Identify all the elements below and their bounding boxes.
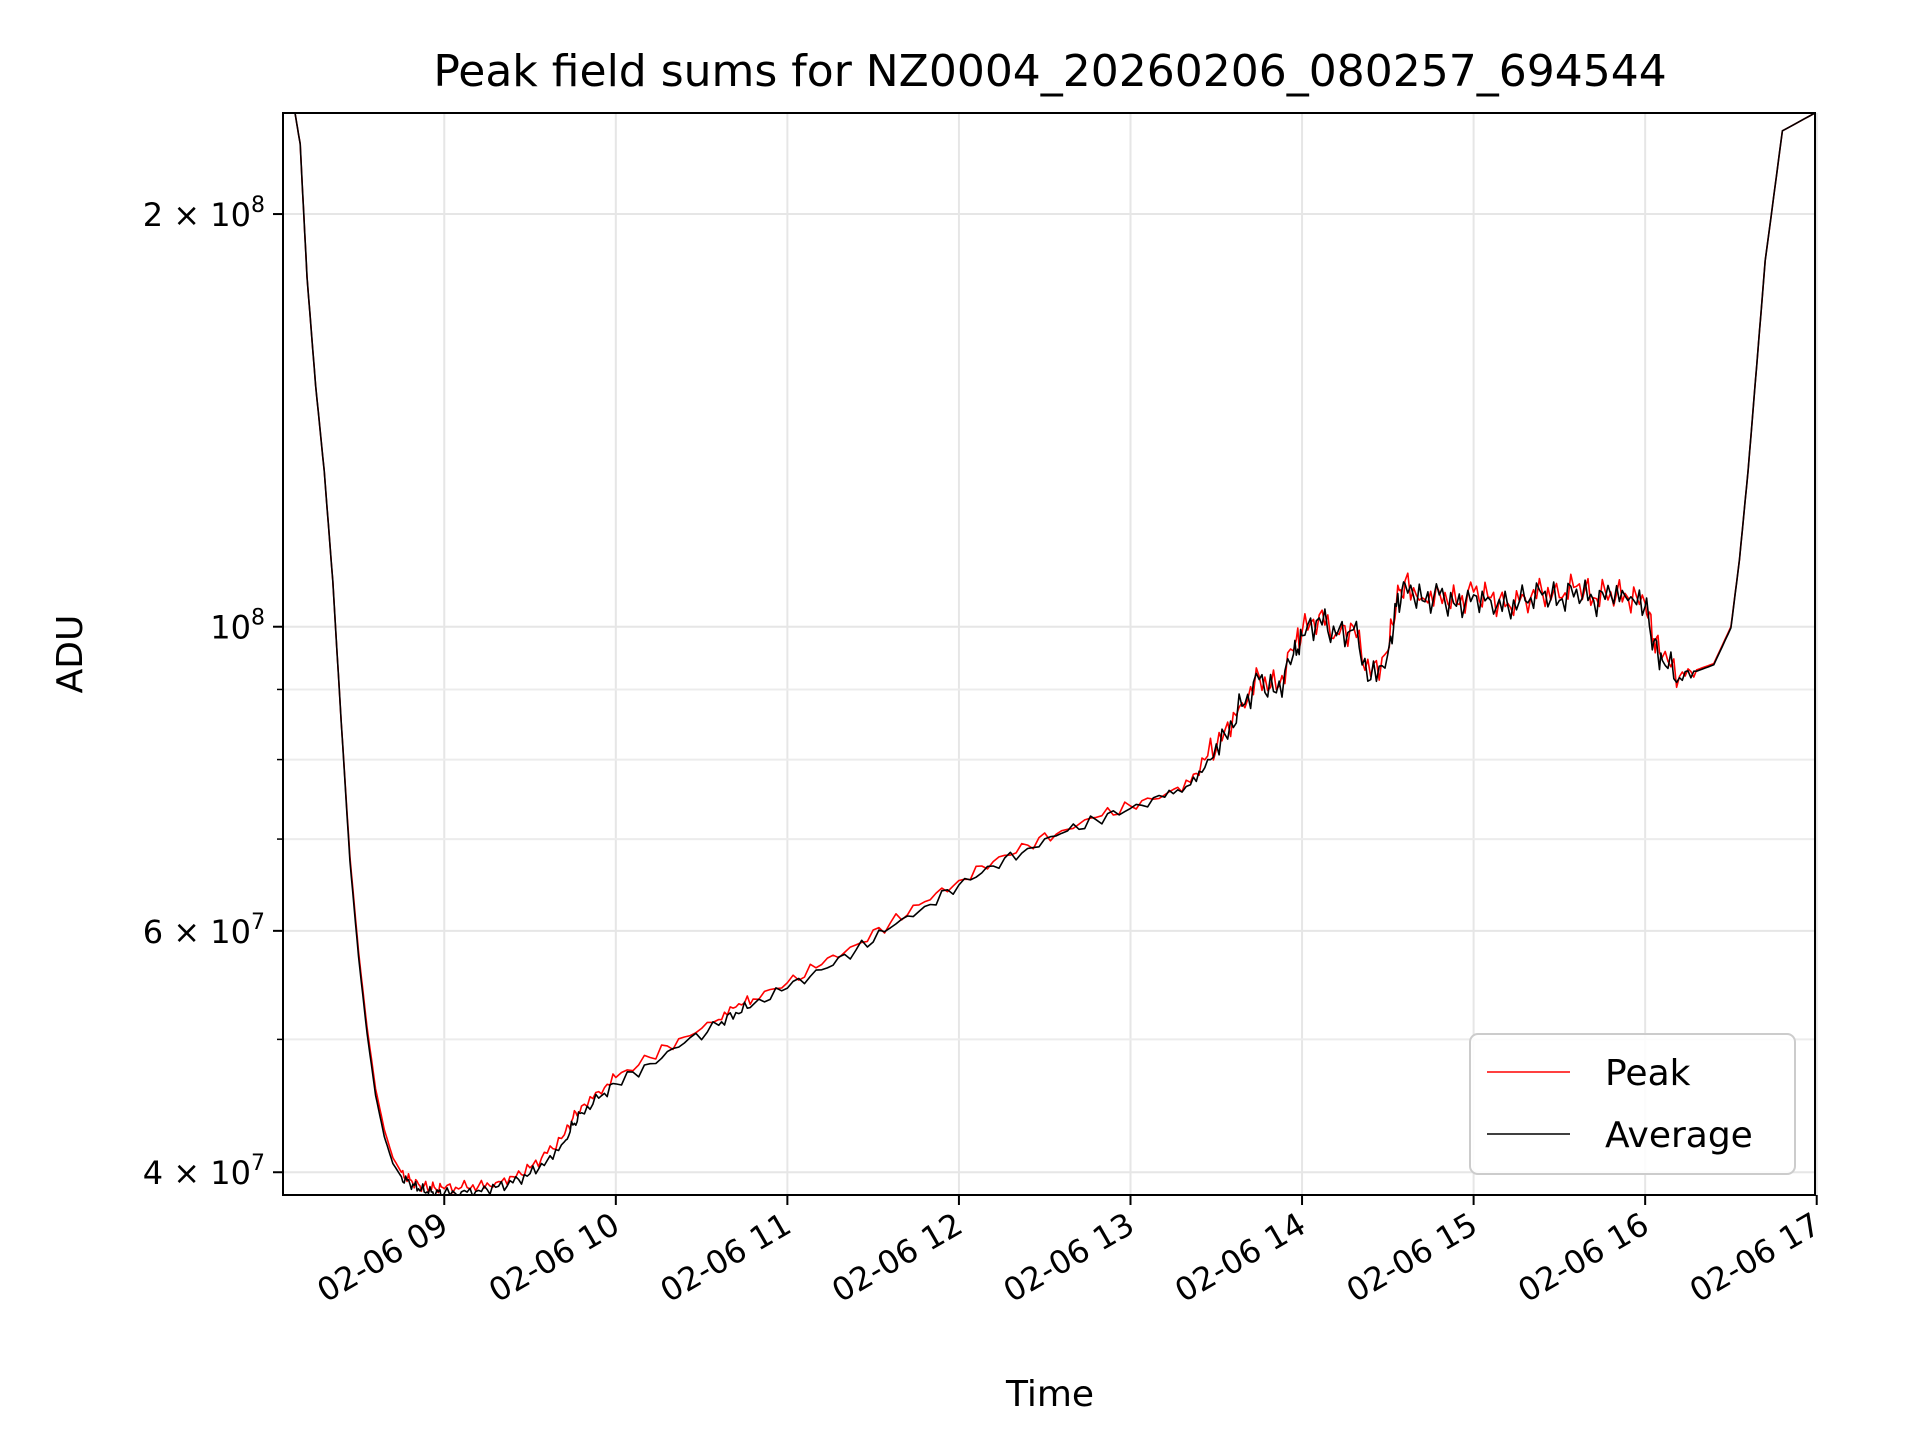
y-tick-label: 4 × 107 [143,1151,265,1192]
series-line-peak [283,113,1815,1194]
plot-area [283,113,1815,1195]
data-lines [283,113,1815,1195]
legend-peak-label: Peak [1605,1053,1691,1094]
series-line-average [283,113,1815,1195]
y-axis-label: ADU [50,615,91,694]
x-axis-label: Time [1005,1374,1094,1415]
legend-box [1469,1033,1796,1175]
y-tick-label: 2 × 108 [143,193,265,234]
chart-title: Peak field sums for NZ0004_20260206_0802… [433,46,1666,97]
y-tick-label: 108 [210,606,265,647]
y-axis-ticks: 4 × 107 6 × 107 108 2 × 108 [143,193,283,1192]
legend: Peak Average [1469,1033,1796,1175]
legend-average-label: Average [1605,1115,1753,1156]
y-tick-label: 6 × 107 [143,910,265,951]
axes-frame [282,112,1816,1196]
